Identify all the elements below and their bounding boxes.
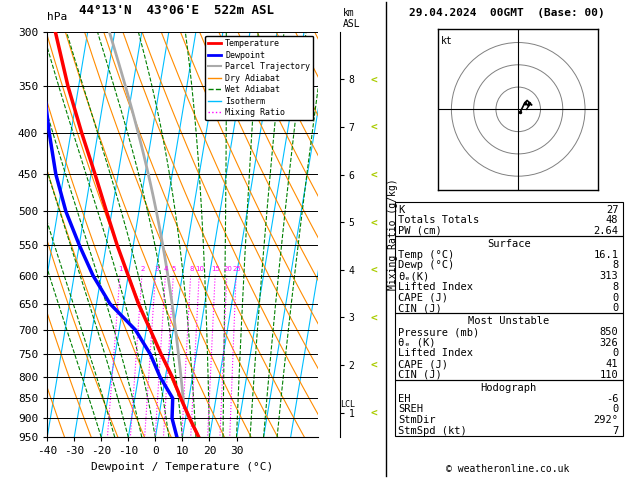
Text: CIN (J): CIN (J)	[398, 370, 442, 380]
Text: 2: 2	[140, 266, 145, 272]
Text: 8: 8	[612, 282, 618, 292]
Text: <: <	[371, 170, 377, 180]
Text: 313: 313	[599, 271, 618, 281]
Text: Totals Totals: Totals Totals	[398, 215, 479, 226]
Legend: Temperature, Dewpoint, Parcel Trajectory, Dry Adiabat, Wet Adiabat, Isotherm, Mi: Temperature, Dewpoint, Parcel Trajectory…	[205, 36, 313, 121]
Text: Dewp (°C): Dewp (°C)	[398, 260, 454, 271]
Text: 16.1: 16.1	[593, 250, 618, 260]
Text: LCL: LCL	[341, 400, 355, 409]
Text: CAPE (J): CAPE (J)	[398, 359, 448, 369]
Text: Hodograph: Hodograph	[481, 383, 537, 393]
Text: <: <	[371, 122, 377, 132]
Text: 0: 0	[612, 293, 618, 303]
Text: K: K	[398, 205, 404, 215]
Text: <: <	[371, 74, 377, 85]
Text: 29.04.2024  00GMT  (Base: 00): 29.04.2024 00GMT (Base: 00)	[409, 8, 605, 18]
Text: Most Unstable: Most Unstable	[468, 316, 550, 327]
Text: Temp (°C): Temp (°C)	[398, 250, 454, 260]
Text: SREH: SREH	[398, 404, 423, 415]
Text: -6: -6	[606, 394, 618, 404]
Text: <: <	[371, 360, 377, 370]
Text: Lifted Index: Lifted Index	[398, 282, 473, 292]
X-axis label: Dewpoint / Temperature (°C): Dewpoint / Temperature (°C)	[91, 462, 274, 472]
Text: 0: 0	[612, 404, 618, 415]
Text: CIN (J): CIN (J)	[398, 303, 442, 313]
Text: 0: 0	[612, 348, 618, 359]
Text: 292°: 292°	[593, 415, 618, 425]
Text: Surface: Surface	[487, 239, 531, 249]
Text: 10: 10	[196, 266, 204, 272]
Text: 8: 8	[612, 260, 618, 271]
Text: 20: 20	[223, 266, 232, 272]
Text: 3: 3	[154, 266, 159, 272]
Text: 27: 27	[606, 205, 618, 215]
Text: 326: 326	[599, 338, 618, 348]
Text: 15: 15	[211, 266, 220, 272]
Text: 8: 8	[189, 266, 194, 272]
Text: <: <	[371, 265, 377, 275]
Text: Mixing Ratio (g/kg): Mixing Ratio (g/kg)	[388, 179, 398, 290]
Text: Lifted Index: Lifted Index	[398, 348, 473, 359]
Text: <: <	[371, 408, 377, 417]
Text: EH: EH	[398, 394, 411, 404]
Text: 48: 48	[606, 215, 618, 226]
Text: Pressure (mb): Pressure (mb)	[398, 327, 479, 337]
Text: 25: 25	[233, 266, 242, 272]
Text: θₑ (K): θₑ (K)	[398, 338, 436, 348]
Text: © weatheronline.co.uk: © weatheronline.co.uk	[445, 464, 569, 474]
Text: 2.64: 2.64	[593, 226, 618, 236]
Text: PW (cm): PW (cm)	[398, 226, 442, 236]
Text: <: <	[371, 312, 377, 322]
Text: 0: 0	[612, 303, 618, 313]
Text: 7: 7	[612, 426, 618, 436]
Text: 110: 110	[599, 370, 618, 380]
Text: CAPE (J): CAPE (J)	[398, 293, 448, 303]
Text: hPa: hPa	[47, 12, 67, 22]
Text: θₑ(K): θₑ(K)	[398, 271, 430, 281]
Text: 5: 5	[172, 266, 176, 272]
Text: StmDir: StmDir	[398, 415, 436, 425]
Text: kt: kt	[441, 35, 453, 46]
Text: 41: 41	[606, 359, 618, 369]
Text: 44°13'N  43°06'E  522m ASL: 44°13'N 43°06'E 522m ASL	[79, 4, 274, 17]
Text: <: <	[371, 217, 377, 227]
Text: StmSpd (kt): StmSpd (kt)	[398, 426, 467, 436]
Text: km
ASL: km ASL	[343, 8, 360, 29]
Text: 1: 1	[118, 266, 123, 272]
Text: 4: 4	[164, 266, 169, 272]
Text: 850: 850	[599, 327, 618, 337]
